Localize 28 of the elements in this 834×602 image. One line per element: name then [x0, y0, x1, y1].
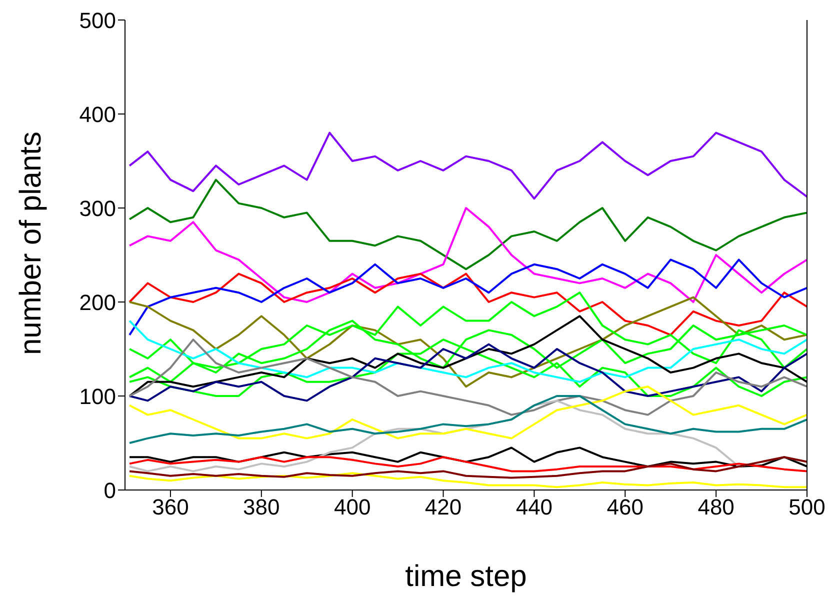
line-series — [128, 386, 807, 440]
x-tick-label: 380 — [243, 494, 280, 520]
line-series — [128, 296, 807, 388]
line-series — [128, 207, 807, 303]
x-tick-label: 400 — [334, 494, 371, 520]
line-series — [128, 472, 807, 488]
line-series — [128, 456, 807, 479]
y-tick-label: 500 — [79, 8, 116, 33]
y-tick-label: 300 — [79, 196, 116, 221]
x-axis-title: time step — [405, 560, 527, 593]
y-tick-label: 200 — [79, 290, 116, 315]
line-series — [128, 272, 807, 336]
x-tick-label: 460 — [606, 494, 644, 520]
line-series — [128, 395, 807, 444]
line-series — [128, 132, 807, 200]
line-series — [128, 258, 807, 336]
y-tick-label: 400 — [79, 102, 116, 127]
line-series — [128, 338, 807, 416]
line-series — [128, 456, 807, 472]
y-tick-label: 0 — [104, 478, 116, 503]
x-tick-label: 360 — [152, 494, 189, 520]
x-tick-label: 420 — [424, 494, 462, 520]
x-tick-label: 480 — [698, 494, 734, 520]
y-tick-label: 100 — [79, 384, 116, 409]
line-series — [128, 178, 807, 270]
x-tick-label: 440 — [516, 494, 553, 520]
y-axis-title: number of plants — [14, 132, 48, 355]
x-tick-label: 500 — [788, 494, 826, 520]
